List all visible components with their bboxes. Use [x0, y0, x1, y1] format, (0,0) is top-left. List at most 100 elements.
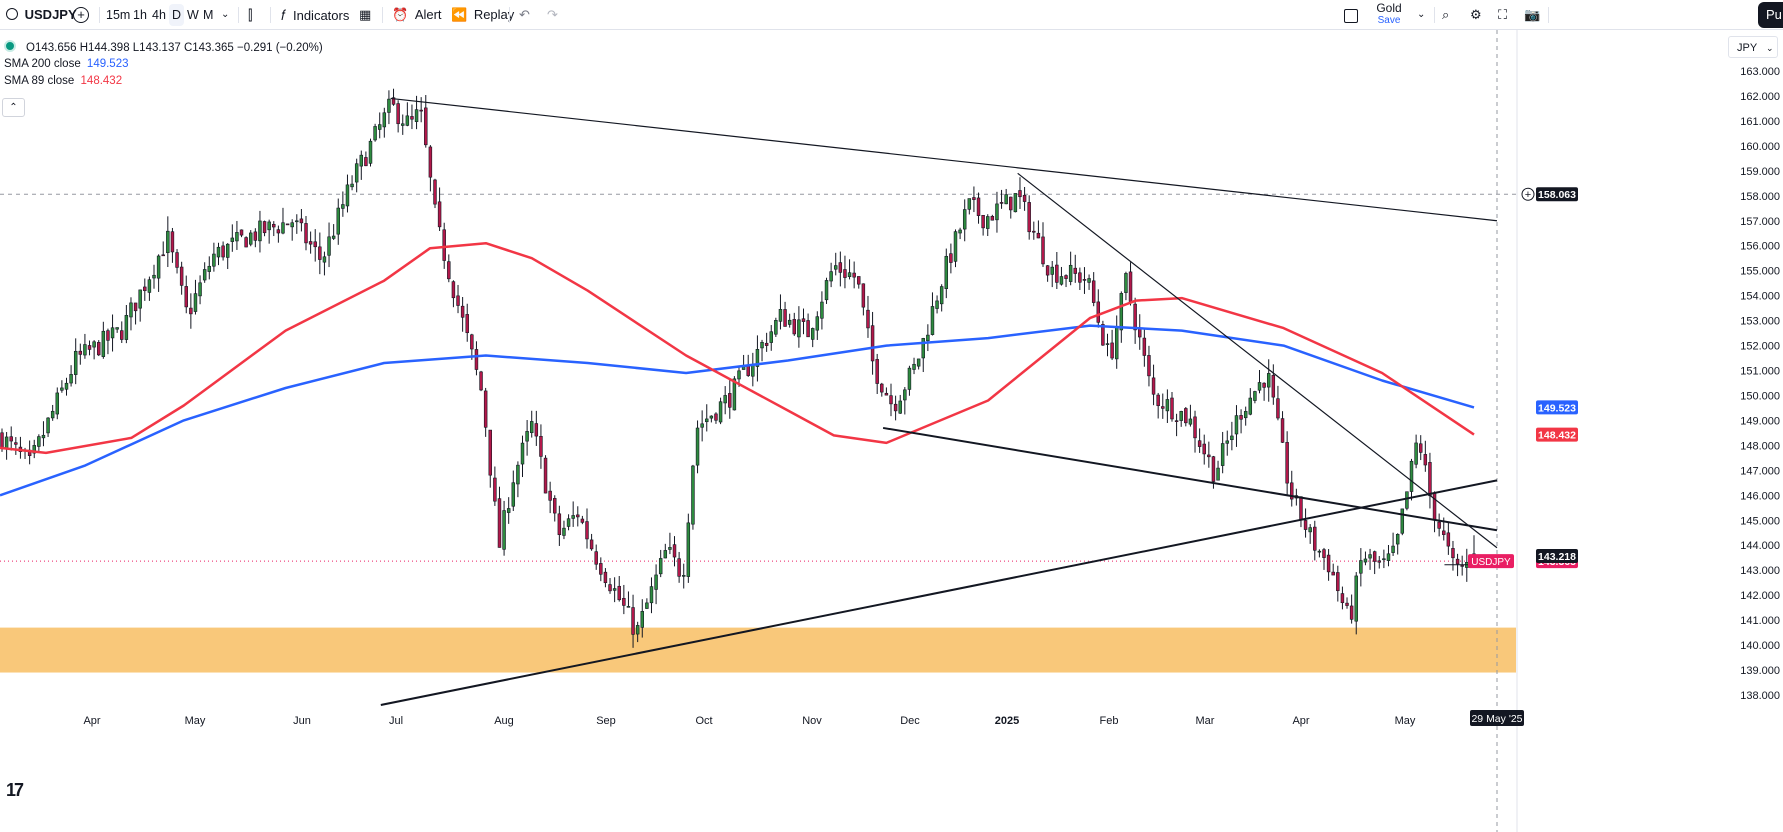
candle-up	[207, 265, 212, 272]
collapse-legend-button[interactable]: ⌃	[2, 98, 25, 117]
timeframe-4h[interactable]: 4h	[152, 8, 166, 22]
candle-down	[585, 521, 589, 540]
candle-down	[189, 307, 193, 315]
candle-down	[534, 423, 539, 437]
indicators-button[interactable]: 𝑓 Indicators	[281, 0, 349, 30]
search-icon	[6, 8, 18, 20]
candle-up	[1400, 508, 1405, 534]
candle-up	[935, 300, 939, 309]
compare-button[interactable]: +	[73, 0, 89, 30]
ohlc-values: O143.656 H144.398 L143.137 C143.365 −0.2…	[26, 42, 323, 54]
candle-down	[1133, 303, 1137, 331]
candles-icon[interactable]: ⫿	[248, 7, 253, 23]
candle-up	[212, 253, 216, 267]
fullscreen-toggle[interactable]	[1344, 0, 1358, 30]
expand-icon[interactable]: ⛶	[1498, 7, 1508, 22]
publish-button[interactable]: Pu	[1758, 2, 1783, 28]
candle-up	[695, 427, 700, 466]
candle-up	[658, 558, 663, 575]
candle-down	[1055, 264, 1059, 283]
x-tick-label: Feb	[1100, 715, 1119, 727]
candle-down	[1442, 530, 1446, 535]
candle-up	[387, 98, 391, 113]
candle-up	[912, 363, 916, 370]
candle-up	[322, 256, 327, 263]
candle-down	[78, 350, 83, 355]
timeframe-1h[interactable]: 1h	[133, 8, 147, 22]
candle-up	[166, 230, 170, 254]
y-tick-label: 150.000	[1740, 390, 1780, 402]
candle-up	[1004, 194, 1008, 205]
layout-name[interactable]: Gold Save	[1370, 2, 1408, 28]
gear-icon[interactable]: ⚙	[1470, 7, 1482, 22]
candle-down	[852, 272, 856, 278]
quick-search-icon[interactable]: ⌕	[1442, 7, 1450, 22]
replay-label: Replay	[473, 7, 515, 22]
alert-label: Alert	[414, 7, 442, 22]
y-tick-label: 158.000	[1740, 191, 1780, 203]
timeframe-d[interactable]: D	[169, 4, 185, 26]
candle-up	[755, 349, 760, 367]
candle-up	[230, 237, 235, 242]
candle-up	[962, 209, 967, 230]
timeframe-w[interactable]: W	[187, 8, 199, 22]
candle-down	[539, 435, 543, 457]
candle-down	[764, 342, 769, 346]
square-icon	[1344, 8, 1358, 23]
timeframe-15m[interactable]: 15m	[106, 8, 131, 22]
sma200-legend[interactable]: SMA 200 close 149.523	[4, 58, 129, 70]
candle-down	[1299, 496, 1303, 520]
templates-icon[interactable]: ▦	[359, 7, 372, 22]
candle-up	[4, 436, 9, 449]
candle-down	[308, 241, 313, 245]
candle-up	[1386, 553, 1391, 561]
undo-icon[interactable]: ↶	[519, 7, 530, 22]
candle-up	[691, 465, 695, 525]
candle-down	[97, 342, 101, 356]
candle-down	[580, 518, 585, 523]
candle-down	[843, 269, 847, 278]
candle-down	[1280, 418, 1285, 443]
candle-down	[276, 229, 281, 234]
currency-selector[interactable]: JPY ⌄	[1728, 36, 1778, 58]
camera-icon[interactable]: 📷	[1524, 7, 1541, 22]
sma89-tag-label: 148.432	[1538, 430, 1576, 442]
candle-down	[396, 103, 400, 125]
alert-button[interactable]: ⏰ Alert	[392, 0, 442, 30]
candle-up	[939, 286, 944, 305]
candle-up	[101, 330, 106, 357]
y-tick-label: 163.000	[1740, 66, 1780, 78]
candle-down	[589, 539, 594, 550]
candle-up	[778, 309, 783, 322]
candle-up	[1243, 411, 1248, 419]
candle-down	[1418, 443, 1423, 453]
sma89-legend[interactable]: SMA 89 close 148.432	[4, 75, 122, 87]
y-tick-label: 138.000	[1740, 690, 1780, 702]
chevron-down-icon[interactable]: ⌄	[221, 9, 230, 20]
timeframe-m[interactable]: M	[203, 8, 214, 22]
price-chart[interactable]: 163.000 162.000 161.000 160.000 159.000 158.0…	[0, 30, 1783, 832]
last-price-symbol-bg	[1468, 554, 1514, 569]
candle-down	[447, 261, 451, 280]
candle-down	[1128, 271, 1133, 302]
candle-up	[1179, 411, 1183, 421]
candle-down	[746, 365, 750, 376]
candle-down	[474, 349, 479, 370]
candle-down	[1073, 267, 1077, 274]
candle-up	[1165, 399, 1170, 412]
chevron-up-icon: ⌃	[9, 102, 18, 113]
sma200-tag-label: 149.523	[1538, 402, 1576, 414]
candle-up	[967, 198, 972, 210]
candle-down	[608, 584, 612, 592]
redo-icon[interactable]: ↷	[547, 7, 558, 22]
symbol-name: USDJPY	[24, 7, 77, 22]
replay-button[interactable]: ⏪ Replay	[451, 0, 514, 30]
candle-up	[281, 222, 285, 234]
candle-down	[170, 231, 175, 253]
symbol-search[interactable]: USDJPY	[6, 0, 77, 30]
candle-up	[124, 315, 129, 340]
candle-down	[1290, 482, 1294, 500]
candle-down	[221, 245, 225, 258]
chevron-down-icon[interactable]: ⌄	[1417, 9, 1426, 20]
candle-down	[714, 413, 718, 421]
